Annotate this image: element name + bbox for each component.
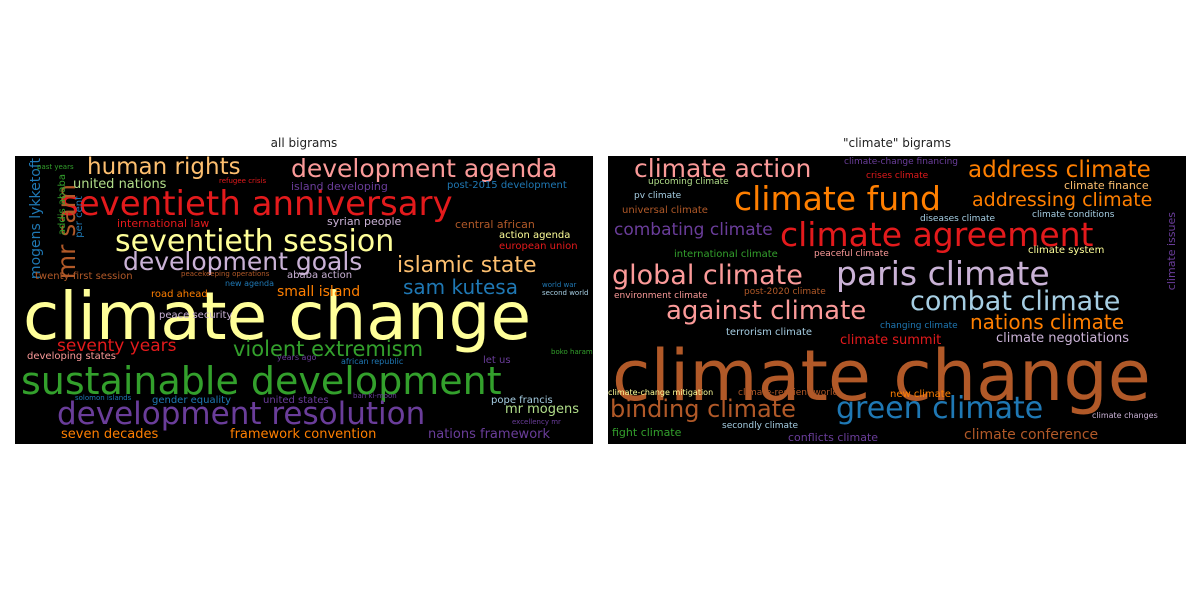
- wordcloud-word: violent extremism: [233, 337, 424, 361]
- wordcloud-word: sustainable development: [21, 359, 502, 403]
- wordcloud-word: global climate: [612, 260, 803, 291]
- wordcloud-word: climate agreement: [780, 215, 1094, 254]
- wordcloud-word: fight climate: [612, 426, 682, 439]
- wordcloud-word: seventy years: [57, 336, 177, 356]
- wordcloud-word: post-2020 climate: [744, 287, 826, 297]
- wordcloud-word: boko haram: [551, 348, 593, 356]
- wordcloud-word: post-2015 development: [447, 180, 567, 191]
- wordcloud-word: addis ababa: [57, 174, 68, 236]
- wordcloud-word: climate change: [612, 335, 1151, 417]
- wordcloud-word: nations framework: [428, 427, 551, 442]
- wordcloud-word: conflicts climate: [788, 431, 879, 444]
- wordcloud-word: international law: [117, 217, 210, 230]
- wordcloud-word: terrorism climate: [726, 327, 813, 338]
- wordcloud-word: address climate: [968, 157, 1151, 183]
- wordcloud-word: island developing: [291, 180, 388, 193]
- wordcloud-word: united nations: [73, 177, 167, 192]
- wordcloud-word: climate fund: [734, 179, 941, 218]
- wordcloud-word: climate conference: [964, 427, 1099, 443]
- wordcloud-word: european union: [499, 241, 578, 252]
- wordcloud-word: binding climate: [610, 395, 796, 423]
- wordcloud-word: human rights: [87, 156, 241, 180]
- wordcloud-all-bigrams: climate change sustainable development dev…: [15, 156, 593, 444]
- wordcloud-word: developing states: [27, 351, 116, 362]
- wordcloud-word: mr mogens: [505, 402, 580, 417]
- wordcloud-word: mogens lykketoft: [28, 158, 44, 280]
- panel-title-all-bigrams: all bigrams: [270, 136, 338, 150]
- wordcloud-word: let us: [483, 355, 511, 366]
- wordcloud-word: secondly climate: [722, 421, 799, 431]
- wordcloud-word: seven decades: [61, 427, 159, 442]
- wordcloud-word: universal climate: [622, 205, 708, 216]
- wordcloud-word: years ago: [277, 353, 317, 362]
- wordcloud-word: central african: [455, 218, 535, 231]
- wordcloud-word: development goals: [123, 247, 363, 276]
- wordcloud-word: ban ki-moon: [353, 392, 397, 400]
- wordcloud-word: twenty-first session: [35, 271, 133, 282]
- wordcloud-word: peace security: [159, 310, 233, 321]
- wordcloud-word: african republic: [341, 357, 404, 366]
- wordcloud-word: ababa action: [287, 270, 353, 281]
- wordcloud-word: road ahead: [151, 289, 208, 300]
- wordcloud-word: development agenda: [291, 156, 558, 183]
- wordcloud-word: islamic state: [397, 253, 537, 278]
- wordcloud-word: per cent: [74, 196, 85, 238]
- wordcloud-word: climate issues: [1165, 212, 1178, 291]
- wordcloud-word: environment climate: [614, 291, 708, 301]
- wordcloud-word: diseases climate: [920, 214, 996, 224]
- wordcloud-word: pv climate: [634, 191, 682, 201]
- wordcloud-word: climate change: [23, 278, 532, 355]
- wordcloud-word: small island: [277, 284, 361, 300]
- wordcloud-word: addressing climate: [972, 189, 1153, 211]
- wordcloud-word: climate-resilient world: [738, 388, 839, 398]
- wordcloud-word: pope francis: [491, 395, 553, 406]
- wordcloud-word: climate action: [634, 156, 812, 183]
- wordcloud-word: crises climate: [866, 171, 929, 181]
- wordcloud-word: solomon islands: [75, 394, 132, 402]
- wordcloud-word: combating climate: [614, 220, 773, 240]
- wordcloud-word: upcoming climate: [648, 177, 729, 187]
- wordcloud-word: development resolution: [57, 396, 426, 432]
- wordcloud-word: united states: [263, 395, 329, 406]
- wordcloud-word: world war: [542, 281, 577, 289]
- wordcloud-climate-bigrams: climate change climate agreement paris cli…: [608, 156, 1186, 444]
- wordcloud-word: climate-change financing: [844, 157, 958, 167]
- wordcloud-word: nations climate: [970, 310, 1125, 334]
- wordcloud-word: syrian people: [327, 215, 402, 228]
- wordcloud-word: new agenda: [225, 279, 275, 288]
- wordcloud-word: gender equality: [152, 395, 231, 406]
- wordcloud-word: excellency mr: [512, 418, 561, 426]
- wordcloud-word: climate finance: [1064, 179, 1149, 192]
- wordcloud-word: changing climate: [880, 321, 958, 331]
- wordcloud-word: peacekeeping operations: [181, 270, 270, 278]
- wordcloud-word: international climate: [674, 249, 778, 260]
- wordcloud-word: seventieth anniversary: [61, 184, 453, 224]
- wordcloud-word: against climate: [666, 296, 867, 326]
- wordcloud-word: peaceful climate: [814, 249, 889, 259]
- wordcloud-word: past years: [37, 163, 74, 171]
- wordcloud-word: action agenda: [499, 230, 571, 241]
- wordcloud-word: climate summit: [840, 333, 942, 348]
- wordcloud-word: green climate: [836, 391, 1044, 426]
- wordcloud-word: climate conditions: [1032, 210, 1115, 220]
- wordcloud-word: framework convention: [230, 427, 377, 442]
- wordcloud-word: climate changes: [1092, 411, 1158, 420]
- wordcloud-word: paris climate: [836, 254, 1050, 293]
- wordcloud-word: climate system: [1028, 245, 1105, 256]
- wordcloud-word: refugee crisis: [219, 177, 267, 185]
- wordcloud-word: sam kutesa: [403, 275, 518, 299]
- wordcloud-word: combat climate: [910, 286, 1121, 317]
- wordcloud-word: seventieth session: [115, 224, 395, 259]
- panel-title-climate-bigrams: "climate" bigrams: [842, 136, 952, 150]
- wordcloud-word: climate negotiations: [996, 331, 1130, 346]
- wordcloud-word: new climate: [890, 389, 951, 400]
- wordcloud-word: second world: [542, 289, 589, 297]
- wordcloud-word: climate-change mitigation: [608, 388, 714, 397]
